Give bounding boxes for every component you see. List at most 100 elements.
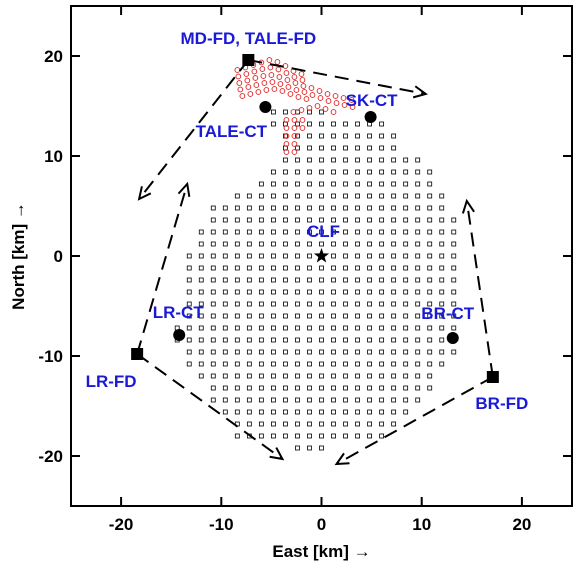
sd-marker [331,373,336,379]
sd-marker [283,193,288,199]
sd-marker [379,193,385,199]
sd-marker [319,277,324,283]
sd-marker [283,337,288,343]
ct-marker [446,332,459,344]
sd-marker [415,277,421,283]
sd-marker [343,349,348,355]
sd-marker [283,301,288,307]
tale-sd-marker [283,149,290,155]
tale-sd-marker [234,67,241,73]
sd-marker [319,349,324,355]
sd-marker [391,229,397,235]
sd-marker [222,229,228,235]
sd-marker [379,277,385,283]
sd-marker [198,325,204,331]
tale-sd-marker [244,77,251,84]
sd-marker [307,313,312,319]
sd-marker [210,277,216,283]
sd-marker [415,325,421,331]
sd-marker [210,349,216,355]
sd-marker [439,229,445,235]
sd-marker [319,337,324,343]
sd-marker [246,373,252,379]
sd-marker [295,169,300,175]
sd-marker [427,181,433,187]
sd-marker [451,241,457,247]
sd-marker [307,229,312,235]
site-label: CLF [307,222,340,241]
sd-marker [331,253,336,259]
sd-marker [283,253,288,259]
sd-marker [391,421,397,427]
sd-marker [271,193,276,199]
y-tick-label: 10 [44,147,63,166]
sd-marker [295,253,300,259]
sites [131,54,499,383]
sd-marker [427,241,433,247]
sd-marker [367,289,372,295]
sd-marker [451,253,457,259]
sd-marker [343,181,348,187]
tale-sd-marker [308,85,315,91]
tale-sd-marker [263,87,270,93]
tale-sd-marker [291,141,298,147]
tale-sd-marker [341,102,348,108]
tale-sd-marker [253,82,260,88]
sd-marker [403,301,409,307]
tale-sd-marker [299,77,306,83]
sd-marker [391,157,397,163]
sd-marker [295,433,300,439]
sd-marker [355,373,360,379]
sd-marker [415,157,421,163]
sd-marker [258,349,264,355]
sd-marker [222,349,228,355]
sd-marker [258,433,264,439]
sd-marker [222,277,228,283]
sd-marker [415,169,421,175]
view-arrow-head [177,181,191,197]
sd-marker [331,349,336,355]
sd-marker [295,361,300,367]
sd-marker [367,133,372,139]
sd-marker [403,181,409,187]
sd-marker [355,289,360,295]
sd-marker [331,313,336,319]
sd-marker [343,169,348,175]
sd-marker [198,337,204,343]
sd-marker [246,385,252,391]
sd-marker [415,337,421,343]
sd-marker [271,205,276,211]
sd-marker [367,241,372,247]
view-arrow-head [334,452,350,466]
tale-sd-marker [235,73,242,80]
sd-marker [343,133,348,139]
tale-sd-marker [236,80,243,86]
sd-marker [295,145,300,151]
sd-marker [355,349,360,355]
sd-marker [271,421,276,427]
view-arrows [136,59,494,466]
sd-marker [391,253,397,259]
sd-marker [367,361,372,367]
sd-marker [307,169,312,175]
tale-sd-marker [284,77,291,83]
sd-marker [391,169,397,175]
sd-marker [415,385,421,391]
x-tick-label: 20 [512,515,531,534]
sd-marker [439,337,445,343]
sd-marker [331,217,336,223]
sd-marker [331,169,336,175]
sd-marker [319,445,324,451]
sd-marker [271,301,276,307]
tale-sd-array [234,57,356,155]
tale-sd-marker [239,93,246,99]
sd-marker [379,121,385,127]
sd-marker [295,193,300,199]
tale-sd-marker [291,133,298,139]
sd-marker [283,169,288,175]
sd-marker [234,373,240,379]
sd-marker [403,289,409,295]
sd-marker [439,289,445,295]
fd-marker [131,348,144,360]
sd-marker [331,409,336,415]
